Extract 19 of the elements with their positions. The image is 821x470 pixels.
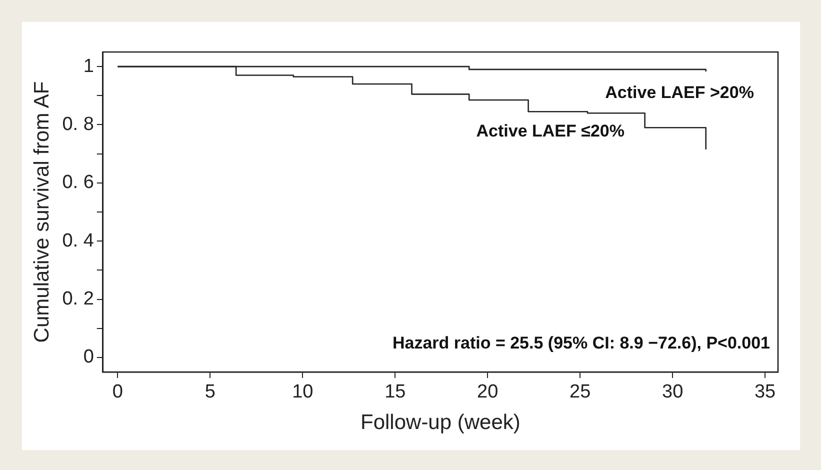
- x-tick-label: 5: [204, 382, 216, 403]
- x-axis-title: Follow-up (week): [360, 411, 520, 434]
- y-tick-label: 0. 6: [62, 172, 94, 194]
- x-tick-label: 10: [292, 382, 314, 403]
- y-tick-label: 0. 8: [62, 114, 94, 135]
- series-label: Active LAEF ≤20%: [476, 122, 624, 141]
- y-tick-label: 0. 4: [62, 230, 94, 252]
- y-tick-label: 0: [83, 346, 94, 368]
- x-tick-label: 15: [384, 382, 406, 403]
- x-tick-label: 20: [477, 382, 498, 403]
- annotation: Hazard ratio = 25.5 (95% CI: 8.9 −72.6), P<0.001: [392, 334, 770, 353]
- x-tick-label: 25: [570, 382, 591, 403]
- x-tick-label: 0: [112, 382, 123, 403]
- y-tick-label: 0. 2: [62, 288, 94, 310]
- y-axis-title: Cumulative survival from AF: [30, 81, 54, 343]
- y-tick-label: 1: [83, 56, 94, 77]
- x-tick-label: 35: [754, 382, 776, 403]
- series-label: Active LAEF >20%: [605, 82, 754, 102]
- x-tick-label: 30: [662, 382, 684, 403]
